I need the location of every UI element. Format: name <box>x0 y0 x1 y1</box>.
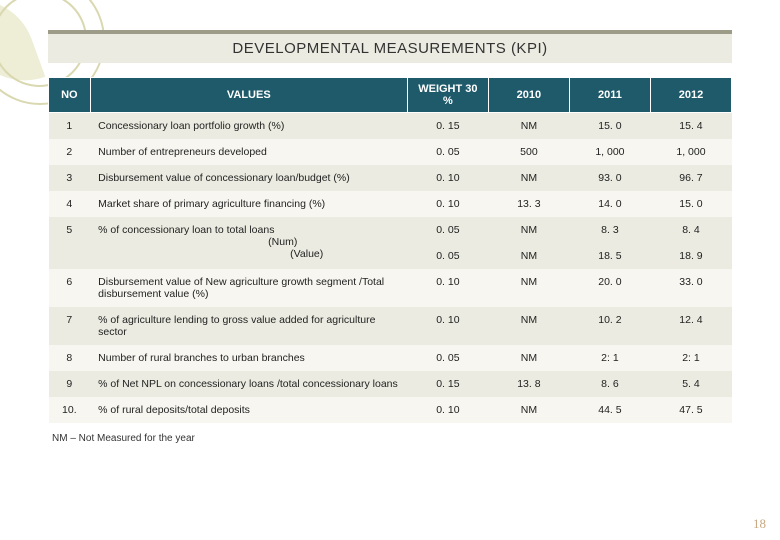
col-2011: 2011 <box>569 78 650 113</box>
cell-2012: 15. 0 <box>650 191 731 217</box>
cell-2010: NM <box>488 269 569 307</box>
cell-2012: 2: 1 <box>650 345 731 371</box>
table-row: 8 Number of rural branches to urban bran… <box>49 345 732 371</box>
table-row: 2 Number of entrepreneurs developed 0. 0… <box>49 139 732 165</box>
cell-value: Number of rural branches to urban branch… <box>90 345 407 371</box>
cell-2011: 18. 5 <box>569 243 650 269</box>
cell-2011: 10. 2 <box>569 307 650 345</box>
cell-2011: 2: 1 <box>569 345 650 371</box>
cell-value: Disbursement value of concessionary loan… <box>90 165 407 191</box>
cell-weight: 0. 05 <box>407 217 488 243</box>
cell-2012: 8. 4 <box>650 217 731 243</box>
cell-weight: 0. 05 <box>407 243 488 269</box>
table-row: 1 Concessionary loan portfolio growth (%… <box>49 113 732 140</box>
col-2010: 2010 <box>488 78 569 113</box>
table-row: 7 % of agriculture lending to gross valu… <box>49 307 732 345</box>
cell-2010: NM <box>488 243 569 269</box>
cell-2011: 8. 3 <box>569 217 650 243</box>
table-header-row: NO VALUES WEIGHT 30 % 2010 2011 2012 <box>49 78 732 113</box>
cell-2010: 13. 8 <box>488 371 569 397</box>
cell-value-main: % of concessionary loan to total loans <box>98 224 274 236</box>
title-bar: DEVELOPMENTAL MEASUREMENTS (KPI) <box>48 30 732 63</box>
table-row: 5 % of concessionary loan to total loans… <box>49 217 732 243</box>
kpi-table: NO VALUES WEIGHT 30 % 2010 2011 2012 1 C… <box>48 77 732 423</box>
cell-no: 9 <box>49 371 91 397</box>
cell-weight: 0. 10 <box>407 269 488 307</box>
cell-weight: 0. 15 <box>407 371 488 397</box>
cell-2012: 15. 4 <box>650 113 731 140</box>
cell-2011: 1, 000 <box>569 139 650 165</box>
cell-2010: 500 <box>488 139 569 165</box>
cell-value: % of concessionary loan to total loans (… <box>90 217 407 269</box>
cell-value: Concessionary loan portfolio growth (%) <box>90 113 407 140</box>
cell-2011: 8. 6 <box>569 371 650 397</box>
table-row: 10. % of rural deposits/total deposits 0… <box>49 397 732 423</box>
table-row: 3 Disbursement value of concessionary lo… <box>49 165 732 191</box>
cell-no: 7 <box>49 307 91 345</box>
cell-2012: 18. 9 <box>650 243 731 269</box>
cell-weight: 0. 10 <box>407 307 488 345</box>
cell-value: % of Net NPL on concessionary loans /tot… <box>90 371 407 397</box>
cell-2011: 20. 0 <box>569 269 650 307</box>
cell-no: 10. <box>49 397 91 423</box>
cell-weight: 0. 10 <box>407 165 488 191</box>
cell-value: Number of entrepreneurs developed <box>90 139 407 165</box>
cell-value: % of rural deposits/total deposits <box>90 397 407 423</box>
footnote: NM – Not Measured for the year <box>48 433 732 444</box>
cell-value-sub1: (Num) <box>98 236 297 248</box>
cell-2011: 93. 0 <box>569 165 650 191</box>
cell-2012: 96. 7 <box>650 165 731 191</box>
table-row: 9 % of Net NPL on concessionary loans /t… <box>49 371 732 397</box>
cell-value: Disbursement value of New agriculture gr… <box>90 269 407 307</box>
cell-weight: 0. 05 <box>407 139 488 165</box>
cell-value: Market share of primary agriculture fina… <box>90 191 407 217</box>
cell-no: 5 <box>49 217 91 269</box>
cell-2011: 14. 0 <box>569 191 650 217</box>
cell-no: 8 <box>49 345 91 371</box>
cell-no: 1 <box>49 113 91 140</box>
table-row: 4 Market share of primary agriculture fi… <box>49 191 732 217</box>
cell-weight: 0. 10 <box>407 397 488 423</box>
page-title: DEVELOPMENTAL MEASUREMENTS (KPI) <box>48 40 732 57</box>
cell-no: 4 <box>49 191 91 217</box>
cell-2010: NM <box>488 397 569 423</box>
col-no: NO <box>49 78 91 113</box>
cell-no: 3 <box>49 165 91 191</box>
col-values: VALUES <box>90 78 407 113</box>
cell-weight: 0. 15 <box>407 113 488 140</box>
cell-no: 6 <box>49 269 91 307</box>
page-number: 18 <box>753 516 766 532</box>
cell-2012: 1, 000 <box>650 139 731 165</box>
cell-value: % of agriculture lending to gross value … <box>90 307 407 345</box>
cell-2012: 12. 4 <box>650 307 731 345</box>
cell-value-sub2: (Value) <box>98 248 323 260</box>
cell-2012: 47. 5 <box>650 397 731 423</box>
cell-2010: NM <box>488 307 569 345</box>
cell-2010: NM <box>488 113 569 140</box>
cell-2011: 15. 0 <box>569 113 650 140</box>
cell-2012: 33. 0 <box>650 269 731 307</box>
cell-weight: 0. 05 <box>407 345 488 371</box>
cell-weight: 0. 10 <box>407 191 488 217</box>
cell-2012: 5. 4 <box>650 371 731 397</box>
cell-no: 2 <box>49 139 91 165</box>
cell-2010: NM <box>488 217 569 243</box>
cell-2010: 13. 3 <box>488 191 569 217</box>
table-row: 6 Disbursement value of New agriculture … <box>49 269 732 307</box>
col-weight: WEIGHT 30 % <box>407 78 488 113</box>
cell-2011: 44. 5 <box>569 397 650 423</box>
cell-2010: NM <box>488 345 569 371</box>
cell-2010: NM <box>488 165 569 191</box>
col-2012: 2012 <box>650 78 731 113</box>
